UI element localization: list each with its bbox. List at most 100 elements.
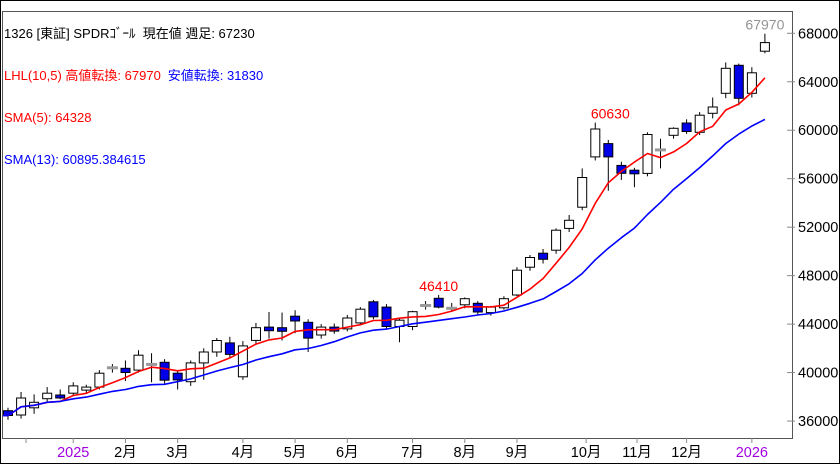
candlestick-week-42[interactable] xyxy=(551,228,562,254)
candlestick-week-6[interactable] xyxy=(81,384,92,394)
candlestick-week-24[interactable] xyxy=(316,324,327,339)
candlestick-week-41[interactable] xyxy=(538,249,549,264)
price-annotation-67970: 67970 xyxy=(745,17,784,33)
candlestick-week-31[interactable] xyxy=(407,310,418,331)
x-axis-year-label: 2025 xyxy=(57,445,89,461)
candle-body-up xyxy=(759,42,770,52)
lhl-high-reversal-label: LHL(10,5) 高値転換: 67970 xyxy=(4,68,161,83)
candle-body-doji xyxy=(106,366,118,370)
candlestick-week-22[interactable] xyxy=(290,310,301,334)
y-axis-label: 64000 xyxy=(798,75,838,91)
candle-body-down xyxy=(264,326,274,332)
sma5-value-label: SMA(5): 64328 xyxy=(4,110,92,125)
y-axis-label: 40000 xyxy=(798,366,838,382)
candlestick-week-28[interactable] xyxy=(368,299,379,320)
y-axis-label: 44000 xyxy=(798,317,838,333)
candle-body-up xyxy=(707,106,718,114)
candle-body-up xyxy=(577,177,588,208)
candlestick-week-58[interactable] xyxy=(759,33,770,54)
y-axis-label: 60000 xyxy=(798,123,838,139)
candlestick-week-12[interactable] xyxy=(159,359,170,384)
sma5-line xyxy=(3,77,766,417)
chart-header: 1326 [東証] SPDRｺﾞｰﾙ 現在値 週足: 67230 LHL(10,… xyxy=(4,0,263,195)
candlestick-week-8[interactable] xyxy=(106,364,118,373)
candlestick-week-3[interactable] xyxy=(42,387,53,403)
candle-body-down xyxy=(538,252,549,260)
candlestick-week-18[interactable] xyxy=(237,341,248,380)
candle-body-down xyxy=(433,297,444,308)
y-axis-label: 36000 xyxy=(798,414,838,430)
candlestick-week-1[interactable] xyxy=(16,392,27,419)
candle-body-up xyxy=(668,127,679,136)
candlestick-week-45[interactable] xyxy=(590,122,601,161)
candlestick-week-17[interactable] xyxy=(224,336,235,358)
candle-body-down xyxy=(120,367,131,373)
sma13-line xyxy=(3,118,766,417)
candle-body-down xyxy=(55,394,66,399)
candlestick-week-43[interactable] xyxy=(564,215,575,232)
candle-body-up xyxy=(42,392,53,400)
candle-body-down xyxy=(290,315,301,322)
candlestick-week-36[interactable] xyxy=(472,301,483,315)
candlestick-week-29[interactable] xyxy=(381,304,392,329)
candle-body-up xyxy=(525,257,535,268)
candle-body-up xyxy=(407,311,418,328)
candlestick-week-33[interactable] xyxy=(433,294,444,309)
x-axis-month-label: 5月 xyxy=(284,445,307,461)
candlestick-week-4[interactable] xyxy=(55,389,66,400)
lhl-low-reversal-label: 安値転換: 31830 xyxy=(167,68,264,83)
x-axis-month-label: 10月 xyxy=(571,445,602,461)
x-axis-month-label: 6月 xyxy=(336,445,359,461)
candlestick-week-51[interactable] xyxy=(668,127,679,139)
candlestick-week-21[interactable] xyxy=(277,312,288,341)
candle-body-down xyxy=(224,342,235,355)
candlestick-week-14[interactable] xyxy=(185,360,196,386)
candlestick-week-48[interactable] xyxy=(629,167,640,188)
candle-body-up xyxy=(512,269,522,296)
candle-body-down xyxy=(172,372,183,381)
candle-body-up xyxy=(720,67,731,94)
candle-body-up xyxy=(746,72,757,94)
candlestick-week-32[interactable] xyxy=(420,301,432,310)
candlestick-week-30[interactable] xyxy=(394,318,405,343)
candle-body-up xyxy=(211,340,222,353)
candlestick-week-40[interactable] xyxy=(525,255,535,271)
candle-body-up xyxy=(237,345,248,378)
candlestick-week-54[interactable] xyxy=(707,97,718,119)
candle-body-up xyxy=(564,219,575,229)
candlestick-week-39[interactable] xyxy=(512,267,522,297)
candlestick-week-27[interactable] xyxy=(355,307,366,326)
candlestick-week-20[interactable] xyxy=(264,312,274,339)
candlestick-week-16[interactable] xyxy=(211,338,222,357)
candlestick-week-13[interactable] xyxy=(172,370,183,390)
candle-body-down xyxy=(159,361,170,381)
candlestick-week-44[interactable] xyxy=(577,168,588,211)
candle-body-up xyxy=(316,326,327,336)
candlestick-week-52[interactable] xyxy=(681,119,692,134)
candlestick-week-55[interactable] xyxy=(720,62,731,99)
x-axis-month-label: 9月 xyxy=(506,445,529,461)
candlestick-week-56[interactable] xyxy=(733,63,744,106)
candlestick-week-50[interactable] xyxy=(655,138,666,169)
candle-body-up xyxy=(590,128,601,158)
candle-body-up xyxy=(198,351,209,364)
x-axis-month-label: 7月 xyxy=(401,445,424,461)
candlestick-week-26[interactable] xyxy=(342,315,353,332)
candle-body-up xyxy=(355,308,366,324)
x-axis-month-label: 2月 xyxy=(114,445,137,461)
candlestick-week-5[interactable] xyxy=(68,382,79,396)
price-annotation-60630: 60630 xyxy=(591,106,630,122)
candle-body-down xyxy=(629,169,640,175)
y-axis-label: 48000 xyxy=(798,269,838,285)
candle-body-doji xyxy=(446,306,458,310)
candle-body-down xyxy=(472,302,483,313)
candlestick-week-10[interactable] xyxy=(133,350,144,373)
candlestick-week-19[interactable] xyxy=(251,322,261,344)
candle-body-down xyxy=(733,64,744,99)
plot-border xyxy=(2,11,793,439)
x-axis-month-label: 11月 xyxy=(622,445,652,461)
lhl-row: LHL(10,5) 高値転換: 67970 安値転換: 31830 xyxy=(4,69,263,83)
candle-body-up xyxy=(342,317,353,330)
